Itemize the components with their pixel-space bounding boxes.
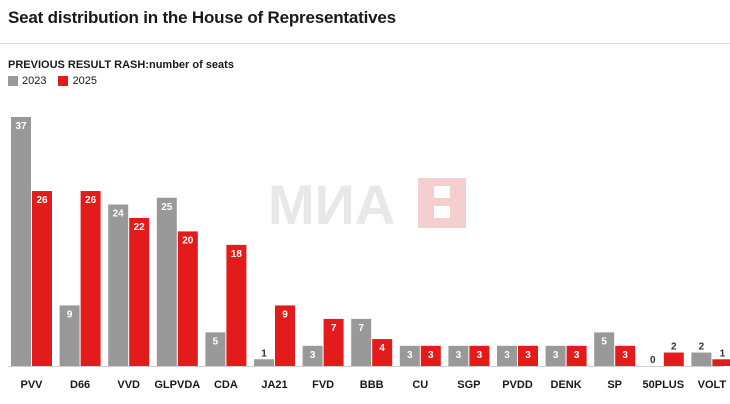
- data-label-cda-2025: 18: [231, 249, 243, 260]
- bar-fvd-2025: [323, 318, 344, 366]
- data-label-volt-2025: 1: [720, 348, 726, 359]
- data-label-sgp-2023: 3: [456, 350, 462, 361]
- legend-label-2025: 2025: [72, 75, 97, 87]
- data-label-bbb-2023: 7: [358, 323, 364, 334]
- bar-ja21-2023: [254, 359, 274, 366]
- data-label-cda-2023: 5: [213, 336, 219, 347]
- bar-pvdd-2025: [518, 345, 538, 366]
- data-label-ja21-2023: 1: [261, 348, 267, 359]
- watermark-block-cut-top: [434, 186, 450, 198]
- x-tick-label-sgp: SGP: [457, 379, 480, 391]
- watermark-block-cut-bottom: [434, 206, 450, 218]
- data-label-d66-2025: 26: [85, 195, 97, 206]
- data-label-fvd-2025: 7: [331, 323, 337, 334]
- legend-item-2025: 2025: [58, 75, 97, 87]
- x-tick-label-volt: VOLT: [698, 379, 727, 391]
- x-tick-label-pvdd: PVDD: [502, 379, 533, 391]
- data-label-cu-2025: 3: [428, 350, 434, 361]
- title-divider: [0, 43, 730, 44]
- chart-subtitle: PREVIOUS RESULT RASH:number of seats: [8, 59, 234, 71]
- bar-denk-2025: [566, 345, 587, 366]
- legend-swatch-2025: [58, 76, 69, 86]
- data-label-pvv-2025: 26: [36, 195, 48, 206]
- bar-sp-2025: [615, 345, 636, 366]
- data-label-vvd-2023: 24: [113, 208, 125, 219]
- data-label-50plus-2023: 0: [650, 355, 656, 366]
- data-label-vvd-2025: 22: [134, 222, 146, 233]
- bar-volt-2023: [691, 352, 712, 366]
- data-label-volt-2023: 2: [699, 342, 705, 353]
- bar-glpvda-2023: [156, 197, 177, 366]
- bar-glpvda-2025: [177, 231, 198, 366]
- data-label-pvdd-2025: 3: [525, 350, 531, 361]
- bar-cda-2023: [205, 332, 226, 366]
- legend-label-2023: 2023: [22, 75, 47, 87]
- data-label-sgp-2025: 3: [477, 350, 483, 361]
- data-label-sp-2025: 3: [622, 350, 628, 361]
- bar-bbb-2023: [351, 318, 372, 366]
- mia-watermark-logo: МИА: [268, 176, 466, 230]
- bar-bbb-2025: [372, 339, 393, 366]
- x-tick-label-bbb: BBB: [360, 379, 384, 391]
- data-label-pvdd-2023: 3: [504, 350, 510, 361]
- x-tick-label-ja21: JA21: [261, 379, 287, 391]
- data-label-bbb-2025: 4: [379, 343, 385, 354]
- bar-pvv-2025: [32, 191, 52, 366]
- data-label-denk-2025: 3: [574, 350, 580, 361]
- x-tick-label-pvv: PVV: [20, 379, 43, 391]
- bar-denk-2023: [545, 345, 566, 366]
- data-label-cu-2023: 3: [407, 350, 413, 361]
- data-label-sp-2023: 5: [601, 336, 607, 347]
- bar-fvd-2023: [302, 345, 323, 366]
- x-tick-label-fvd: FVD: [312, 379, 334, 391]
- bar-cu-2023: [399, 345, 420, 366]
- data-label-ja21-2025: 9: [282, 309, 288, 320]
- chart-legend: 2023 2025: [8, 75, 109, 87]
- bar-ja21-2025: [275, 305, 295, 366]
- x-tick-label-50plus: 50PLUS: [643, 379, 685, 391]
- x-tick-label-vvd: VVD: [117, 379, 140, 391]
- bar-50plus-2025: [663, 352, 684, 366]
- x-tick-label-sp: SP: [607, 379, 622, 391]
- bar-sp-2023: [594, 332, 615, 366]
- legend-item-2023: 2023: [8, 75, 46, 87]
- bar-d66-2023: [59, 305, 80, 366]
- data-label-glpvda-2025: 20: [182, 235, 194, 246]
- bar-volt-2025: [712, 359, 730, 366]
- bar-cda-2025: [226, 244, 247, 366]
- x-tick-label-denk: DENK: [551, 379, 582, 391]
- bar-vvd-2023: [108, 204, 129, 366]
- data-label-fvd-2023: 3: [310, 350, 316, 361]
- x-tick-label-cu: CU: [412, 379, 428, 391]
- x-tick-label-glpvda: GLPVDA: [154, 379, 200, 391]
- bar-pvv-2023: [11, 117, 31, 366]
- bar-sgp-2023: [448, 345, 469, 366]
- data-label-glpvda-2023: 25: [161, 202, 173, 213]
- bar-sgp-2025: [469, 345, 490, 366]
- data-label-50plus-2025: 2: [671, 342, 677, 353]
- bar-d66-2025: [80, 191, 101, 366]
- x-tick-label-d66: D66: [70, 379, 90, 391]
- bar-vvd-2025: [129, 217, 150, 366]
- x-tick-label-cda: CDA: [214, 379, 238, 391]
- watermark-text: МИА: [268, 176, 395, 230]
- chart-title: Seat distribution in the House of Repres…: [8, 8, 396, 27]
- bar-cu-2025: [420, 345, 441, 366]
- bar-pvdd-2023: [497, 345, 517, 366]
- data-label-denk-2023: 3: [553, 350, 559, 361]
- data-label-pvv-2023: 37: [15, 121, 27, 132]
- legend-swatch-2023: [8, 76, 18, 86]
- data-label-d66-2023: 9: [67, 309, 73, 320]
